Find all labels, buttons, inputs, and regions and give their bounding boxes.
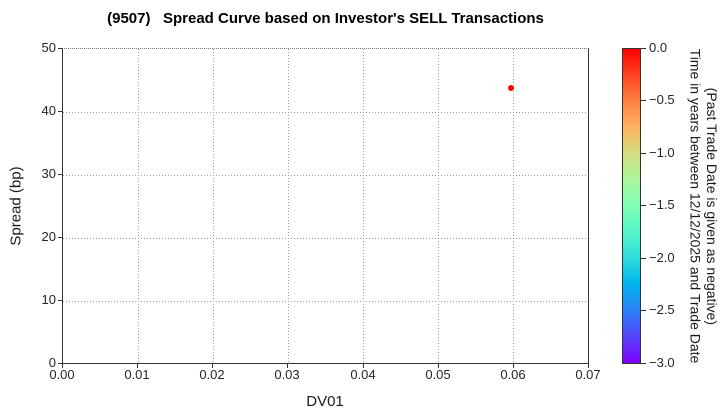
- colorbar-tick-mark: [641, 363, 646, 364]
- y-tick-mark: [58, 363, 62, 364]
- x-tick-label: 0.03: [274, 367, 300, 382]
- chart-title: (9507) Spread Curve based on Investor's …: [107, 10, 544, 27]
- x-tick-mark: [287, 364, 288, 368]
- colorbar-tick-label: −1.0: [649, 145, 675, 160]
- x-tick-mark: [588, 364, 589, 368]
- x-tick-label: 0.01: [124, 367, 150, 382]
- colorbar-tick-mark: [641, 48, 646, 49]
- gridline-v-0.01: [138, 49, 139, 363]
- gridline-h-30: [63, 175, 588, 176]
- y-tick-mark: [58, 48, 62, 49]
- colorbar-tick-mark: [641, 258, 646, 259]
- x-tick-mark: [513, 364, 514, 368]
- colorbar: [622, 48, 641, 364]
- colorbar-tick-mark: [641, 100, 646, 101]
- colorbar-tick-label: −2.0: [649, 250, 675, 265]
- y-tick-label: 10: [41, 292, 56, 307]
- colorbar-tick-mark: [641, 310, 646, 311]
- x-tick-label: 0.02: [199, 367, 225, 382]
- y-tick-label: 40: [41, 103, 56, 118]
- gridline-v-0.04: [363, 49, 364, 363]
- y-tick-mark: [58, 300, 62, 301]
- y-tick-mark: [58, 111, 62, 112]
- x-tick-label: 0.07: [575, 367, 601, 382]
- gridline-v-0.06: [513, 49, 514, 363]
- colorbar-tick-label: −2.5: [649, 302, 675, 317]
- y-tick-label: 0: [48, 355, 56, 370]
- x-tick-mark: [363, 364, 364, 368]
- gridline-v-0.05: [438, 49, 439, 363]
- gridline-h-40: [63, 112, 588, 113]
- colorbar-axis-title: Time in years between 12/12/2025 and Tra…: [687, 49, 720, 364]
- x-tick-label: 0.00: [49, 367, 75, 382]
- colorbar-tick-label: −3.0: [649, 355, 675, 370]
- gridline-v-0.03: [288, 49, 289, 363]
- y-tick-mark: [58, 174, 62, 175]
- y-tick-label: 50: [41, 40, 56, 55]
- gridline-v-0.02: [213, 49, 214, 363]
- colorbar-tick-label: 0.0: [649, 40, 668, 55]
- colorbar-tick-label: −1.5: [649, 197, 675, 212]
- gridline-h-10: [63, 301, 588, 302]
- x-tick-mark: [137, 364, 138, 368]
- plot-area: [62, 48, 589, 364]
- colorbar-axis-title-line2: (Past Trade Date is given as negative): [704, 87, 720, 325]
- y-tick-label: 20: [41, 229, 56, 244]
- colorbar-axis-title-line1: Time in years between 12/12/2025 and Tra…: [687, 48, 704, 364]
- colorbar-tick-mark: [641, 153, 646, 154]
- colorbar-tick-label: −0.5: [649, 92, 675, 107]
- y-axis-title: Spread (bp): [7, 166, 25, 246]
- x-tick-mark: [62, 364, 63, 368]
- x-tick-label: 0.04: [350, 367, 376, 382]
- x-axis-title: DV01: [306, 393, 344, 410]
- x-tick-label: 0.06: [500, 367, 526, 382]
- colorbar-tick-mark: [641, 205, 646, 206]
- x-tick-mark: [212, 364, 213, 368]
- y-tick-mark: [58, 237, 62, 238]
- y-tick-label: 30: [41, 166, 56, 181]
- data-point[interactable]: [508, 85, 514, 91]
- x-tick-label: 0.05: [425, 367, 451, 382]
- gridline-h-20: [63, 238, 588, 239]
- x-tick-mark: [438, 364, 439, 368]
